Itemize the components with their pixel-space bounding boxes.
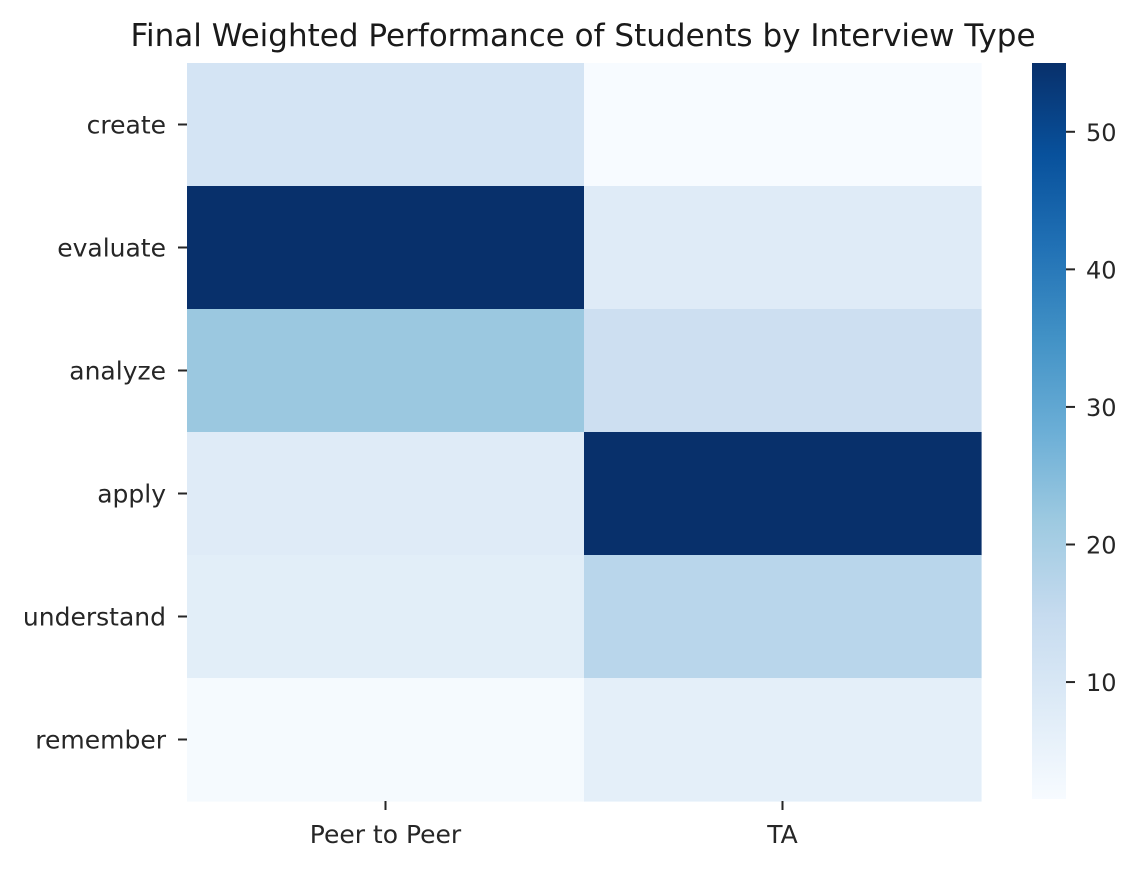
heatmap-cell-apply-2 (584, 432, 982, 556)
colorbar-tick-label: 40 (1086, 256, 1117, 284)
row-labels: create evaluate analyze apply understand reme… (23, 111, 187, 755)
colorbar: 10 20 30 40 50 (1032, 63, 1117, 799)
colorbar-tick-label: 20 (1086, 531, 1117, 559)
heatmap-cells (187, 63, 982, 802)
row-label: create (87, 111, 166, 140)
heatmap-cell-evaluate-1 (187, 186, 585, 310)
colorbar-ticks: 10 20 30 40 50 (1066, 119, 1117, 697)
colorbar-gradient (1032, 63, 1066, 799)
heatmap-cell-apply-1 (187, 432, 585, 556)
chart-title: Final Weighted Performance of Students b… (130, 18, 1035, 54)
row-label: remember (35, 726, 166, 755)
heatmap-cell-remember-1 (187, 678, 585, 802)
heatmap-cell-understand-1 (187, 555, 585, 679)
row-label: analyze (69, 357, 166, 386)
heatmap-cell-create-2 (584, 63, 982, 187)
colorbar-tick-label: 10 (1086, 669, 1117, 697)
colorbar-tick-label: 50 (1086, 119, 1117, 147)
heatmap-cell-analyze-1 (187, 309, 585, 433)
heatmap-cell-create-1 (187, 63, 585, 187)
heatmap-cell-evaluate-2 (584, 186, 982, 310)
row-label: apply (97, 480, 166, 509)
column-label: TA (766, 820, 797, 849)
colorbar-tick-label: 30 (1086, 394, 1117, 422)
row-label: evaluate (57, 234, 166, 263)
column-labels: Peer to Peer TA (310, 801, 798, 849)
heatmap-cell-remember-2 (584, 678, 982, 802)
heatmap-cell-analyze-2 (584, 309, 982, 433)
column-label: Peer to Peer (310, 820, 462, 849)
row-label: understand (23, 603, 166, 632)
heatmap-cell-understand-2 (584, 555, 982, 679)
